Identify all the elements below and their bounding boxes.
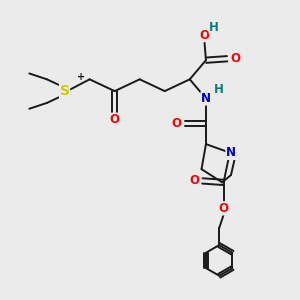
Text: H: H — [209, 21, 219, 34]
Text: N: N — [201, 92, 211, 105]
Text: N: N — [226, 146, 236, 159]
Text: O: O — [172, 117, 182, 130]
Text: S: S — [60, 84, 70, 98]
Text: +: + — [77, 72, 85, 82]
Text: O: O — [219, 202, 229, 215]
Text: O: O — [200, 29, 209, 42]
Text: O: O — [189, 174, 199, 188]
Text: H: H — [214, 83, 224, 96]
Text: O: O — [110, 113, 120, 127]
Text: O: O — [230, 52, 240, 65]
